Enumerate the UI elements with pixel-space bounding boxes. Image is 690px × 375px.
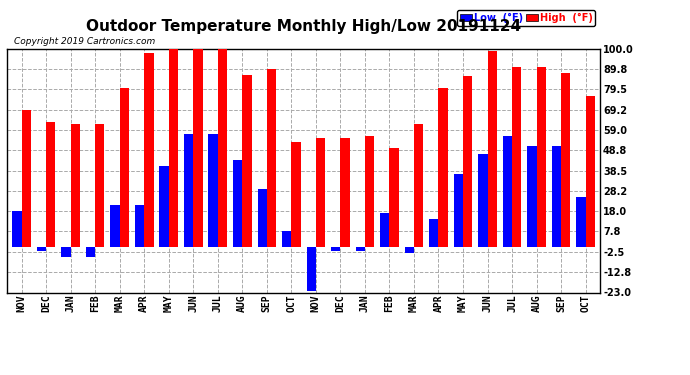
Bar bbox=[184, 134, 193, 247]
Bar bbox=[429, 219, 438, 247]
Bar bbox=[208, 134, 218, 247]
Bar bbox=[12, 211, 21, 247]
Bar bbox=[365, 136, 374, 247]
Bar bbox=[586, 96, 595, 247]
Bar bbox=[159, 166, 169, 247]
Bar bbox=[512, 67, 522, 247]
Bar bbox=[478, 154, 488, 247]
Bar bbox=[257, 189, 267, 247]
Bar bbox=[218, 49, 227, 247]
Bar bbox=[404, 247, 414, 253]
Bar bbox=[576, 197, 586, 247]
Bar bbox=[537, 67, 546, 247]
Bar bbox=[552, 146, 561, 247]
Bar bbox=[86, 247, 95, 257]
Text: Outdoor Temperature Monthly High/Low 20191124: Outdoor Temperature Monthly High/Low 201… bbox=[86, 19, 521, 34]
Bar bbox=[291, 142, 301, 247]
Bar bbox=[70, 124, 80, 247]
Bar bbox=[527, 146, 537, 247]
Bar bbox=[233, 160, 242, 247]
Bar bbox=[135, 205, 144, 247]
Bar bbox=[37, 247, 46, 251]
Bar bbox=[316, 138, 325, 247]
Bar bbox=[95, 124, 104, 247]
Bar bbox=[169, 49, 178, 247]
Bar bbox=[561, 72, 571, 247]
Bar bbox=[389, 148, 399, 247]
Bar bbox=[267, 69, 276, 247]
Bar bbox=[242, 75, 252, 247]
Bar bbox=[21, 110, 31, 247]
Bar bbox=[453, 174, 463, 247]
Bar bbox=[306, 247, 316, 291]
Bar bbox=[331, 247, 340, 251]
Bar bbox=[380, 213, 389, 247]
Bar bbox=[503, 136, 512, 247]
Bar bbox=[110, 205, 119, 247]
Bar bbox=[282, 231, 291, 247]
Bar bbox=[340, 138, 350, 247]
Bar bbox=[488, 51, 497, 247]
Legend: Low  (°F), High  (°F): Low (°F), High (°F) bbox=[457, 10, 595, 26]
Bar bbox=[414, 124, 423, 247]
Bar bbox=[438, 88, 448, 247]
Bar bbox=[119, 88, 129, 247]
Bar bbox=[463, 76, 472, 247]
Bar bbox=[61, 247, 70, 257]
Bar bbox=[355, 247, 365, 251]
Text: Copyright 2019 Cartronics.com: Copyright 2019 Cartronics.com bbox=[14, 38, 155, 46]
Bar bbox=[144, 53, 154, 247]
Bar bbox=[46, 122, 55, 247]
Bar bbox=[193, 49, 203, 247]
